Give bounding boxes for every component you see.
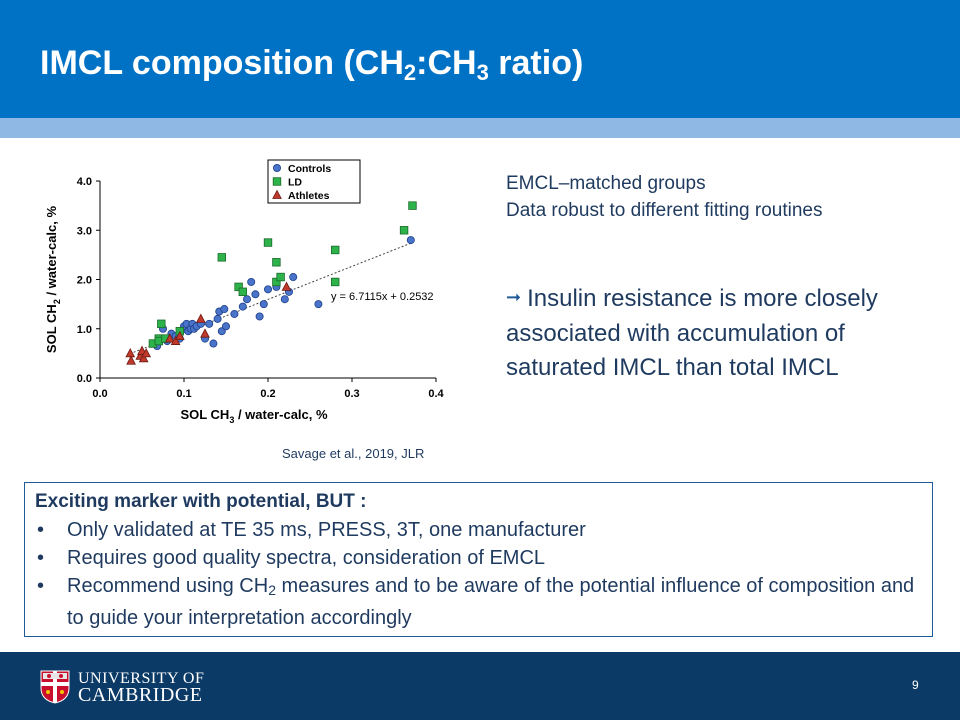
page-number: 9 [912,678,919,692]
legend-marker [272,177,282,186]
data-point-square [157,319,166,329]
data-point-triangle [126,355,136,365]
data-point-triangle [141,348,152,358]
data-point-circle [251,290,260,299]
arrow-right-icon: ➞ [506,287,522,307]
data-point-circle [289,273,298,282]
notes: EMCL–matched groups Data robust to diffe… [506,170,823,224]
data-point-circle [280,295,289,304]
data-point-circle [213,314,222,323]
legend-label: Controls [288,163,331,175]
university-logo: UNIVERSITY OF CAMBRIDGE [78,670,205,706]
caveats-box: Exciting marker with potential, BUT : • O… [24,482,933,637]
caveat-item: • Requires good quality spectra, consider… [37,547,546,569]
data-point-triangle [125,348,136,358]
legend-box [267,159,361,204]
data-point-circle [230,309,239,318]
data-point-circle [314,300,323,309]
data-point-circle [255,312,264,321]
data-point-circle [238,302,247,311]
x-tick-label: 0.3 [344,388,359,400]
data-point-circle [242,295,251,304]
data-point-square [263,238,273,247]
legend-marker [272,189,282,199]
note-line-1: EMCL–matched groups [506,173,706,194]
data-point-triangle [164,333,175,343]
data-point-square [330,277,340,287]
slide-header [0,0,960,118]
y-axis-label: SOL CH2 / water-calc, % [44,206,62,354]
slide-footer [0,652,960,720]
y-tick-label: 0.0 [77,373,92,385]
citation: Savage et al., 2019, JLR [282,446,425,461]
x-tick-label: 0.2 [260,388,275,400]
data-point-circle [209,339,218,348]
data-point-triangle [170,335,181,345]
data-point-square [217,253,226,262]
insight-text: Insulin resistance is more closely assoc… [506,285,878,381]
y-tick-label: 1.0 [77,324,92,336]
header-accent-strip [0,118,960,138]
x-axis-label: SOL CH3 / water-calc, % [180,407,328,425]
data-point-circle [205,319,214,328]
data-point-circle [220,305,229,314]
university-crest-icon [40,670,70,704]
data-point-circle [406,236,415,245]
x-tick-label: 0.1 [176,388,191,400]
scatter-chart: 0.0 0.1 0.2 0.3 0.4 0.0 1.0 2.0 3.0 4.0 SOL CH3 / … [44,159,445,425]
legend-label: Athletes [288,190,330,202]
note-line-2: Data robust to different fitting routine… [506,200,823,221]
caveat-item: • Only validated at TE 35 ms, PRESS, 3T, … [37,519,586,541]
data-point-square [272,258,281,267]
y-tick-label: 4.0 [77,176,92,188]
legend-label: LD [288,177,302,189]
data-point-square [399,226,409,235]
slide-title: IMCL composition (CH2:CH3 ratio) [40,44,584,85]
data-point-triangle [174,330,185,341]
caveats-title: Exciting marker with potential, BUT : [35,491,367,512]
data-point-circle [263,285,272,294]
data-point-circle [259,300,268,309]
data-point-triangle [195,313,206,323]
x-tick-label: 0.4 [428,388,444,400]
y-tick-label: 3.0 [77,225,92,237]
data-point-square [408,201,417,210]
data-point-square [330,245,340,255]
data-point-triangle [200,328,210,338]
key-insight: ➞ Insulin resistance is more closely asso… [506,282,936,385]
data-point-square [276,272,285,282]
y-tick-label: 2.0 [77,275,92,287]
data-point-circle [221,322,230,331]
data-point-circle [247,277,256,286]
data-point-triangle [138,352,149,363]
data-point-square [238,287,247,297]
caveat-item: • Recommend using CH2 measures and to be … [37,575,915,629]
x-tick-label: 0.0 [92,388,107,400]
data-point-triangle [281,281,292,291]
trendline-equation: y = 6.7115x + 0.2532 [331,291,434,303]
legend-marker [272,163,281,172]
